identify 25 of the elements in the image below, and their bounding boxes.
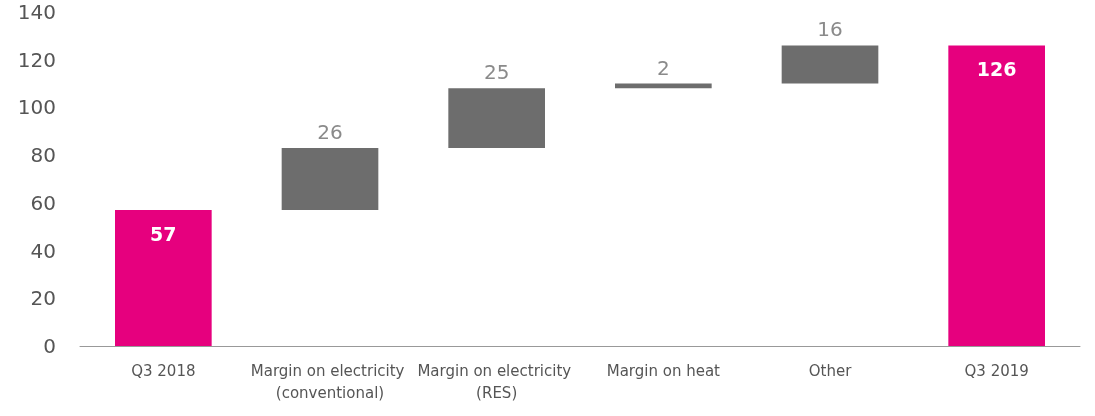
bar [115, 210, 212, 346]
data-label: 57 [150, 222, 177, 245]
y-tick-label: 20 [30, 286, 56, 311]
data-label: 2 [656, 55, 670, 80]
y-tick-label: 140 [17, 0, 56, 24]
y-tick-label: 120 [17, 47, 56, 72]
bar [948, 45, 1045, 346]
y-tick-label: 100 [17, 95, 56, 120]
data-label: 126 [976, 57, 1017, 80]
bar [781, 45, 879, 84]
y-tick-label: 80 [30, 143, 56, 168]
x-tick-label: Margin on electricity (RES) [417, 362, 576, 402]
x-tick-label: Q3 2019 [964, 362, 1029, 380]
data-label: 26 [317, 119, 343, 144]
y-tick-label: 0 [43, 334, 56, 358]
x-tick-label: Margin on electricity (conventional) [250, 362, 410, 402]
x-tick-label: Margin on heat [606, 362, 721, 380]
x-tick-label: Q3 2018 [131, 362, 196, 380]
y-tick-label: 60 [30, 190, 56, 215]
bar [448, 88, 545, 148]
bar [281, 147, 379, 211]
data-label: 16 [817, 17, 843, 42]
y-tick-label: 40 [30, 238, 56, 263]
x-tick-label: Other [808, 362, 853, 380]
data-label: 25 [483, 60, 510, 85]
